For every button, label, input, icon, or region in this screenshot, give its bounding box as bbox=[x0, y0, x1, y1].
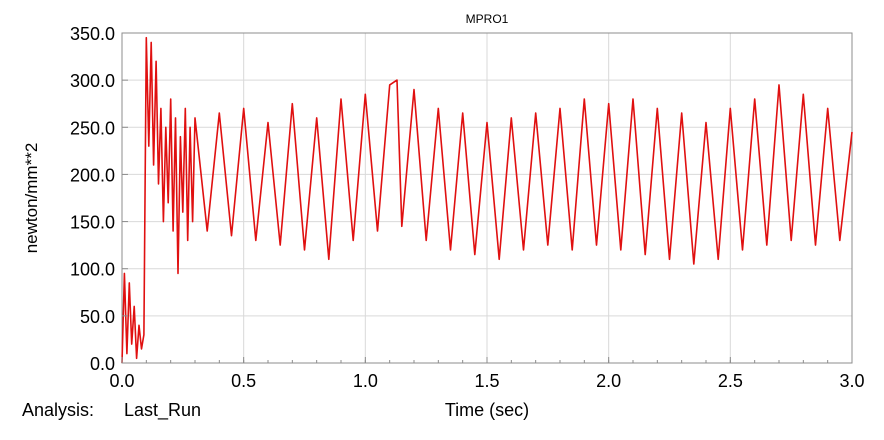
y-tick-label: 50.0 bbox=[80, 307, 115, 327]
y-tick-label: 200.0 bbox=[70, 165, 115, 185]
analysis-label: Analysis: bbox=[22, 400, 94, 420]
analysis-value: Last_Run bbox=[124, 400, 201, 421]
x-tick-label: 2.5 bbox=[718, 371, 743, 391]
x-tick-label: 0.0 bbox=[109, 371, 134, 391]
y-tick-label: 350.0 bbox=[70, 24, 115, 44]
y-tick-label: 150.0 bbox=[70, 213, 115, 233]
x-axis-label: Time (sec) bbox=[445, 400, 529, 420]
y-tick-label: 250.0 bbox=[70, 118, 115, 138]
y-tick-label: 300.0 bbox=[70, 71, 115, 91]
x-tick-label: 1.0 bbox=[353, 371, 378, 391]
y-tick-label: 100.0 bbox=[70, 260, 115, 280]
x-tick-label: 3.0 bbox=[839, 371, 864, 391]
x-tick-label: 1.5 bbox=[474, 371, 499, 391]
y-axis-label: newton/mm**2 bbox=[22, 143, 41, 254]
x-tick-label: 0.5 bbox=[231, 371, 256, 391]
axes-layer: 0.0 0.5 1.0 1.5 2.0 2.5 3.0 0.0 50.0 100.0 150.0 20… bbox=[70, 24, 865, 391]
x-tick-label: 2.0 bbox=[596, 371, 621, 391]
y-tick-label: 0.0 bbox=[90, 354, 115, 374]
series-line bbox=[121, 36, 853, 364]
series-layer bbox=[121, 36, 853, 364]
chart-title: MPRO1 bbox=[466, 12, 509, 26]
